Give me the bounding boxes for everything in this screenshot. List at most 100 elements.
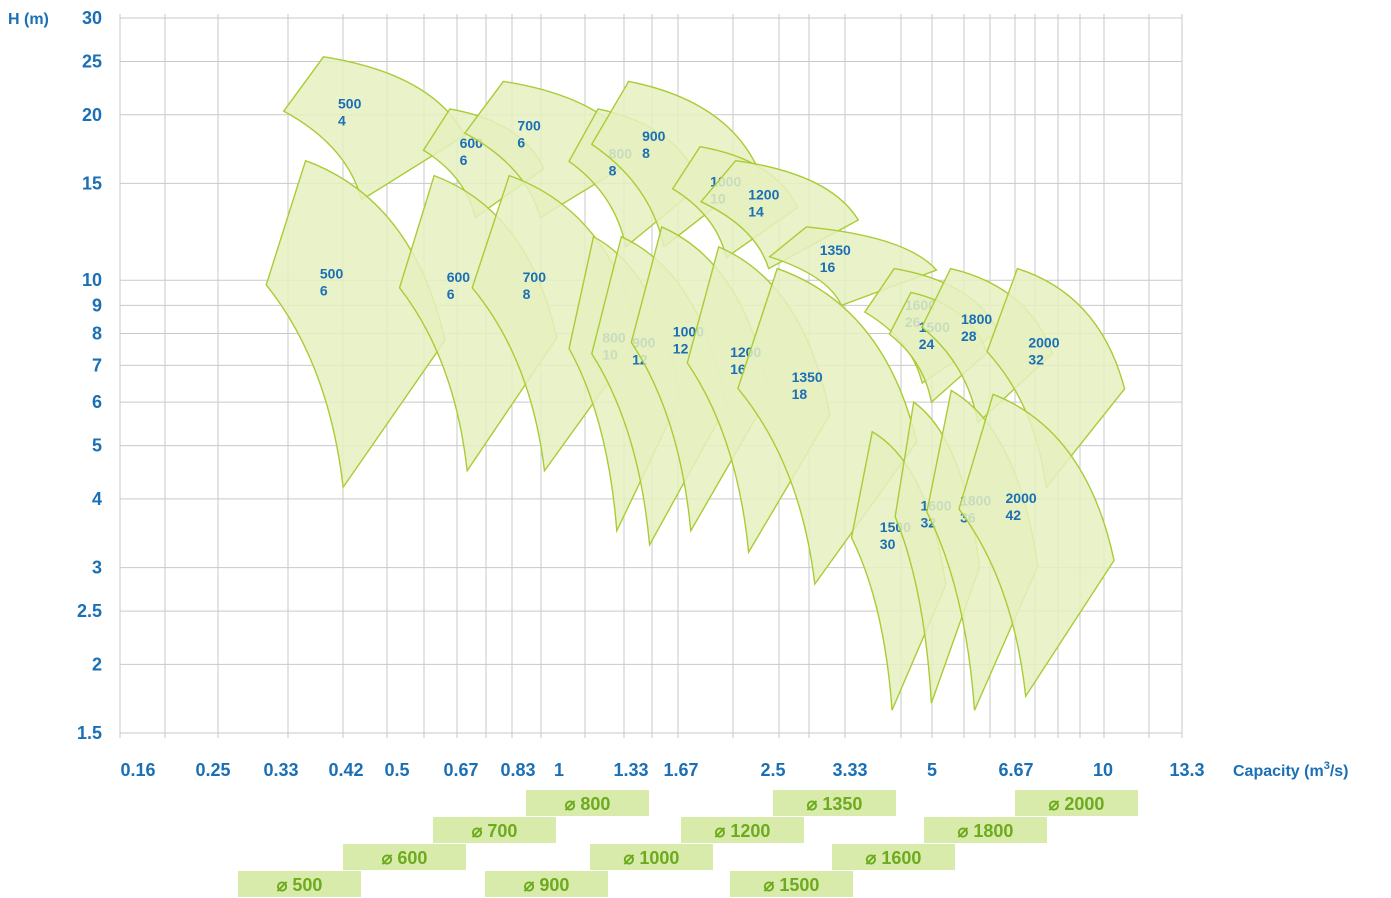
legend-label: ⌀ 2000 — [1049, 794, 1105, 814]
region-speed-label: 8 — [642, 145, 650, 161]
y-tick-label: 1.5 — [77, 723, 102, 743]
x-axis-title-tail: /s) — [1330, 763, 1349, 780]
y-tick-label: 2.5 — [77, 601, 102, 621]
region-speed-label: 30 — [880, 536, 896, 552]
region-speed-label: 6 — [460, 152, 468, 168]
x-tick-label: 1.33 — [613, 760, 648, 780]
region-diameter-label: 1200 — [748, 187, 779, 203]
x-tick-label: 0.67 — [443, 760, 478, 780]
region-diameter-label: 900 — [642, 128, 666, 144]
legend-box — [590, 844, 713, 870]
region-speed-label: 12 — [673, 340, 689, 356]
x-tick-label: 2.5 — [760, 760, 785, 780]
y-tick-label: 2 — [92, 654, 102, 674]
diameter-legend: ⌀ 800 ⌀ 700 ⌀ 600 ⌀ 500 ⌀ 1350 ⌀ 1200 ⌀ 1000 ⌀ … — [238, 790, 1138, 897]
legend-box — [681, 817, 804, 843]
region-speed-label: 32 — [1028, 351, 1044, 367]
region-diameter-label: 2000 — [1006, 490, 1037, 506]
region-speed-label: 16 — [730, 361, 746, 377]
legend-box — [773, 790, 896, 816]
y-tick-label: 5 — [92, 436, 102, 456]
legend-box — [238, 871, 361, 897]
region-speed-label: 14 — [748, 204, 764, 220]
region-diameter-label: 2000 — [1028, 334, 1059, 350]
x-tick-label: 3.33 — [832, 760, 867, 780]
legend-label: ⌀ 600 — [382, 848, 428, 868]
region-500-6 — [265, 159, 446, 490]
region-speed-label: 6 — [517, 134, 525, 150]
x-tick-label: 0.25 — [195, 760, 230, 780]
y-tick-label: 9 — [92, 295, 102, 315]
legend-label: ⌀ 1500 — [764, 875, 820, 895]
y-tick-label: 7 — [92, 355, 102, 375]
y-tick-label: 15 — [82, 173, 102, 193]
legend-box — [485, 871, 608, 897]
y-tick-label: 3 — [92, 558, 102, 578]
region-speed-label: 24 — [919, 336, 935, 352]
legend-label: ⌀ 900 — [524, 875, 570, 895]
y-tick-label: 4 — [92, 489, 102, 509]
legend-label: ⌀ 1200 — [715, 821, 771, 841]
region-diameter-label: 600 — [447, 269, 471, 285]
y-tick-label: 6 — [92, 392, 102, 412]
x-tick-label: 0.42 — [328, 760, 363, 780]
region-speed-label: 18 — [792, 386, 808, 402]
region-speed-label: 28 — [961, 328, 977, 344]
region-diameter-label: 500 — [338, 95, 362, 111]
region-diameter-label: 500 — [320, 265, 344, 281]
legend-label: ⌀ 800 — [565, 794, 611, 814]
x-tick-label: 0.83 — [500, 760, 535, 780]
legend-box — [343, 844, 466, 870]
region-speed-label: 6 — [320, 282, 328, 298]
region-1200-14 — [699, 159, 860, 270]
legend-label: ⌀ 500 — [277, 875, 323, 895]
region-speed-label: 8 — [523, 286, 531, 302]
x-tick-label: 13.3 — [1169, 760, 1204, 780]
legend-box — [1015, 790, 1138, 816]
y-tick-label: 20 — [82, 105, 102, 125]
region-speed-label: 4 — [338, 112, 346, 128]
x-tick-label: 6.67 — [998, 760, 1033, 780]
x-tick-label: 0.16 — [120, 760, 155, 780]
x-tick-label: 1 — [554, 760, 564, 780]
x-axis-title: Capacity (m3/s) — [1233, 760, 1349, 780]
y-axis-title: H (m) — [8, 11, 49, 28]
legend-label: ⌀ 1350 — [807, 794, 863, 814]
legend-label: ⌀ 700 — [472, 821, 518, 841]
region-speed-label: 42 — [1006, 507, 1022, 523]
region-2000-32 — [986, 267, 1126, 489]
x-tick-label: 10 — [1093, 760, 1113, 780]
y-tick-label: 10 — [82, 270, 102, 290]
legend-box — [924, 817, 1047, 843]
region-1350-16 — [768, 226, 938, 307]
x-axis-ticks: 0.16 0.25 0.33 0.42 0.5 0.67 0.83 1 1.33 1.67 2.5 3… — [120, 760, 1204, 780]
x-axis-title-main: Capacity (m — [1233, 763, 1324, 780]
y-tick-label: 30 — [82, 8, 102, 28]
x-tick-label: 0.5 — [384, 760, 409, 780]
region-diameter-label: 1350 — [820, 242, 851, 258]
region-speed-label: 8 — [609, 163, 617, 179]
region-diameter-label: 1350 — [792, 369, 823, 385]
region-diameter-label: 700 — [523, 269, 547, 285]
region-speed-label: 6 — [447, 286, 455, 302]
legend-box — [526, 790, 649, 816]
y-tick-label: 25 — [82, 52, 102, 72]
region-diameter-label: 1800 — [961, 311, 992, 327]
legend-label: ⌀ 1600 — [866, 848, 922, 868]
x-axis-title-sup: 3 — [1324, 760, 1330, 772]
legend-box — [832, 844, 955, 870]
legend-box — [433, 817, 556, 843]
region-speed-label: 16 — [820, 259, 836, 275]
y-axis-ticks: 30 25 20 15 10 9 8 7 6 5 4 3 2.5 2 1.5 — [77, 8, 102, 743]
legend-label: ⌀ 1800 — [958, 821, 1014, 841]
x-tick-label: 5 — [927, 760, 937, 780]
y-tick-label: 8 — [92, 323, 102, 343]
chart-regions: 5004600670068008900810001012001413501616… — [265, 56, 1126, 711]
x-tick-label: 1.67 — [663, 760, 698, 780]
region-diameter-label: 700 — [517, 117, 541, 133]
legend-label: ⌀ 1000 — [624, 848, 680, 868]
x-tick-label: 0.33 — [263, 760, 298, 780]
legend-box — [730, 871, 853, 897]
region-2000-42 — [958, 393, 1115, 699]
